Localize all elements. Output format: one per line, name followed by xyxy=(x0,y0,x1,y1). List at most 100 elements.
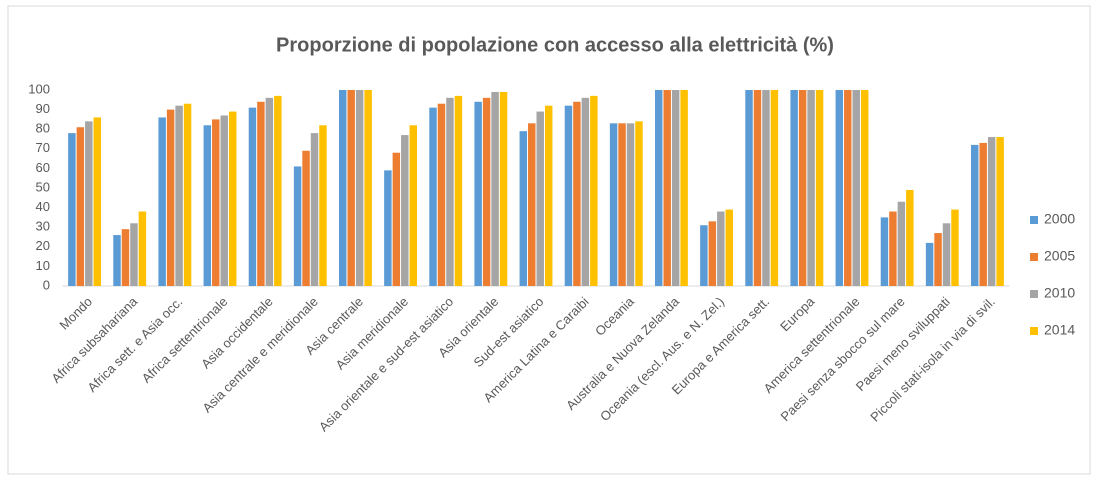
chart-title: Proporzione di popolazione con accesso a… xyxy=(276,34,834,56)
legend-swatch xyxy=(1030,216,1038,224)
bar xyxy=(987,137,996,286)
bar xyxy=(815,90,824,286)
bar xyxy=(536,111,544,286)
bar xyxy=(581,97,590,286)
bar xyxy=(860,90,869,286)
legend-label: 2014 xyxy=(1044,322,1075,338)
bar xyxy=(491,91,499,287)
bar xyxy=(183,103,192,286)
y-tick-label: 40 xyxy=(36,199,50,214)
bar xyxy=(544,105,553,287)
bar xyxy=(790,90,798,286)
y-tick-label: 60 xyxy=(36,160,50,175)
bar xyxy=(519,131,528,286)
bar xyxy=(248,107,257,286)
bar xyxy=(835,90,844,286)
bar xyxy=(130,223,138,286)
bar xyxy=(482,97,491,286)
bar xyxy=(274,95,282,286)
y-tick-label: 70 xyxy=(36,140,50,155)
bar xyxy=(971,144,979,286)
legend-label: 2000 xyxy=(1044,211,1075,227)
legend-swatch xyxy=(1030,290,1038,298)
bar xyxy=(798,90,807,286)
legend-label: 2005 xyxy=(1044,248,1075,264)
bar xyxy=(310,133,319,286)
bar xyxy=(635,121,643,286)
bar xyxy=(609,123,618,286)
bar xyxy=(364,90,372,286)
bar xyxy=(725,209,733,286)
y-tick-label: 30 xyxy=(36,219,50,234)
bar xyxy=(121,229,130,286)
bar xyxy=(925,242,934,286)
bar xyxy=(573,101,581,286)
bar xyxy=(158,117,166,286)
y-tick-label: 50 xyxy=(36,179,50,194)
bar xyxy=(339,90,347,286)
bar xyxy=(138,211,147,286)
bar xyxy=(671,90,680,286)
bar xyxy=(499,91,508,287)
bar xyxy=(708,221,717,286)
bar xyxy=(655,90,663,286)
bar xyxy=(319,125,327,286)
bar xyxy=(942,223,951,286)
bar xyxy=(175,105,183,287)
bar xyxy=(844,90,852,286)
y-tick-label: 100 xyxy=(28,81,50,96)
bar xyxy=(700,225,708,286)
bar xyxy=(212,119,220,287)
bar xyxy=(392,152,401,286)
bar xyxy=(880,217,889,286)
bar xyxy=(618,123,626,286)
bar xyxy=(626,123,635,286)
bar xyxy=(347,90,355,286)
bar xyxy=(934,233,942,286)
bar xyxy=(384,170,392,286)
y-tick-label: 80 xyxy=(36,121,50,136)
bar xyxy=(680,90,688,286)
bar xyxy=(429,107,437,286)
bar xyxy=(762,90,770,286)
bar xyxy=(76,127,85,287)
bar xyxy=(203,125,212,286)
bar xyxy=(302,150,310,286)
y-tick-label: 0 xyxy=(43,277,50,292)
bar xyxy=(590,95,598,286)
y-tick-label: 10 xyxy=(36,258,50,273)
legend-swatch xyxy=(1030,327,1038,335)
legend-swatch xyxy=(1030,253,1038,261)
bar xyxy=(663,90,671,286)
bar xyxy=(897,201,906,286)
bar xyxy=(564,105,573,287)
legend-label: 2010 xyxy=(1044,285,1075,301)
bar xyxy=(979,142,987,286)
bar xyxy=(807,90,815,286)
bar xyxy=(852,90,860,286)
bar xyxy=(220,115,228,286)
bar xyxy=(528,123,536,286)
bar xyxy=(753,90,762,286)
bar xyxy=(951,209,959,286)
bar xyxy=(745,90,753,286)
bar xyxy=(293,166,302,286)
bar xyxy=(401,135,409,286)
bar xyxy=(446,97,454,286)
bar xyxy=(265,97,274,286)
y-tick-label: 90 xyxy=(36,101,50,116)
bar xyxy=(409,125,417,286)
bar xyxy=(113,235,121,286)
bar xyxy=(906,189,914,286)
bar xyxy=(93,117,101,286)
bar xyxy=(889,211,897,286)
bar xyxy=(166,109,175,286)
bar xyxy=(228,111,237,286)
bar xyxy=(996,137,1004,286)
bar xyxy=(68,133,76,286)
bar xyxy=(454,95,463,286)
bar xyxy=(717,211,725,286)
bar xyxy=(257,101,265,286)
bar xyxy=(85,121,93,286)
